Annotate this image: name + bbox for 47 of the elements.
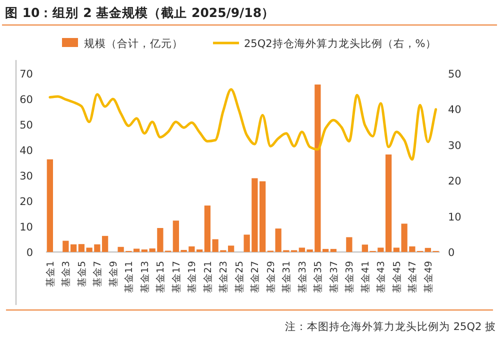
- x-tick-label: 基金25: [233, 261, 246, 294]
- x-tick-label: 基金47: [406, 261, 419, 294]
- bar: [46, 159, 54, 252]
- x-tick-label: 基金31: [280, 261, 293, 294]
- x-tick-label: 基金13: [138, 261, 151, 294]
- bar: [346, 237, 352, 252]
- x-tick-label: 基金15: [154, 261, 167, 294]
- y-tick-label: 20: [20, 196, 33, 208]
- x-tick-label: 基金17: [170, 261, 182, 294]
- x-tick-label: 基金39: [344, 261, 356, 294]
- legend-label: 规模（合计，亿元）: [84, 37, 183, 50]
- y-tick-label: 70: [20, 68, 33, 80]
- x-tick-label: 基金37: [328, 261, 340, 294]
- x-tick-label: 基金11: [123, 261, 136, 294]
- x-tick-label: 基金33: [296, 261, 308, 294]
- y-tick-label: 60: [20, 94, 33, 106]
- x-tick-label: 基金43: [375, 261, 388, 294]
- x-tick-label: 基金1: [44, 261, 56, 288]
- y-tick-label: 0: [26, 247, 33, 259]
- y-tick-label: 50: [20, 119, 33, 132]
- y2-tick-label: 10: [448, 211, 462, 224]
- y2-tick-label: 30: [448, 140, 462, 152]
- x-tick-label: 基金41: [359, 261, 372, 294]
- x-tick-label: 基金29: [264, 261, 277, 294]
- y2-tick-label: 40: [448, 104, 462, 116]
- y2-tick-label: 50: [448, 68, 462, 80]
- y-tick-label: 10: [20, 221, 33, 234]
- x-tick-label: 基金35: [312, 261, 324, 294]
- x-tick-label: 基金23: [218, 261, 230, 294]
- x-tick-label: 基金45: [390, 261, 403, 294]
- x-tick-label: 基金49: [422, 261, 434, 294]
- y2-tick-label: 20: [448, 176, 462, 188]
- x-tick-label: 基金27: [249, 261, 262, 294]
- y2-tick-label: 0: [448, 247, 455, 259]
- x-tick-label: 基金9: [107, 261, 120, 288]
- x-tick-label: 基金7: [92, 261, 104, 288]
- x-tick-label: 基金19: [186, 261, 198, 294]
- y-tick-label: 40: [20, 144, 33, 157]
- y-tick-label: 30: [20, 170, 33, 182]
- bar: [330, 248, 337, 252]
- text: 注：本图持仓海外算力龙头比例为 25Q2 披: [285, 320, 496, 333]
- chart-title: 图 10：组别 2 基金规模（截止 2025/9/18）: [5, 5, 275, 20]
- legend-label: 25Q2持仓海外算力龙头比例（右，%）: [244, 37, 436, 50]
- line-series: [48, 88, 438, 161]
- x-tick-label: 基金21: [202, 261, 214, 294]
- x-tick-label: 基金3: [60, 261, 72, 288]
- x-tick-label: 基金5: [76, 261, 88, 288]
